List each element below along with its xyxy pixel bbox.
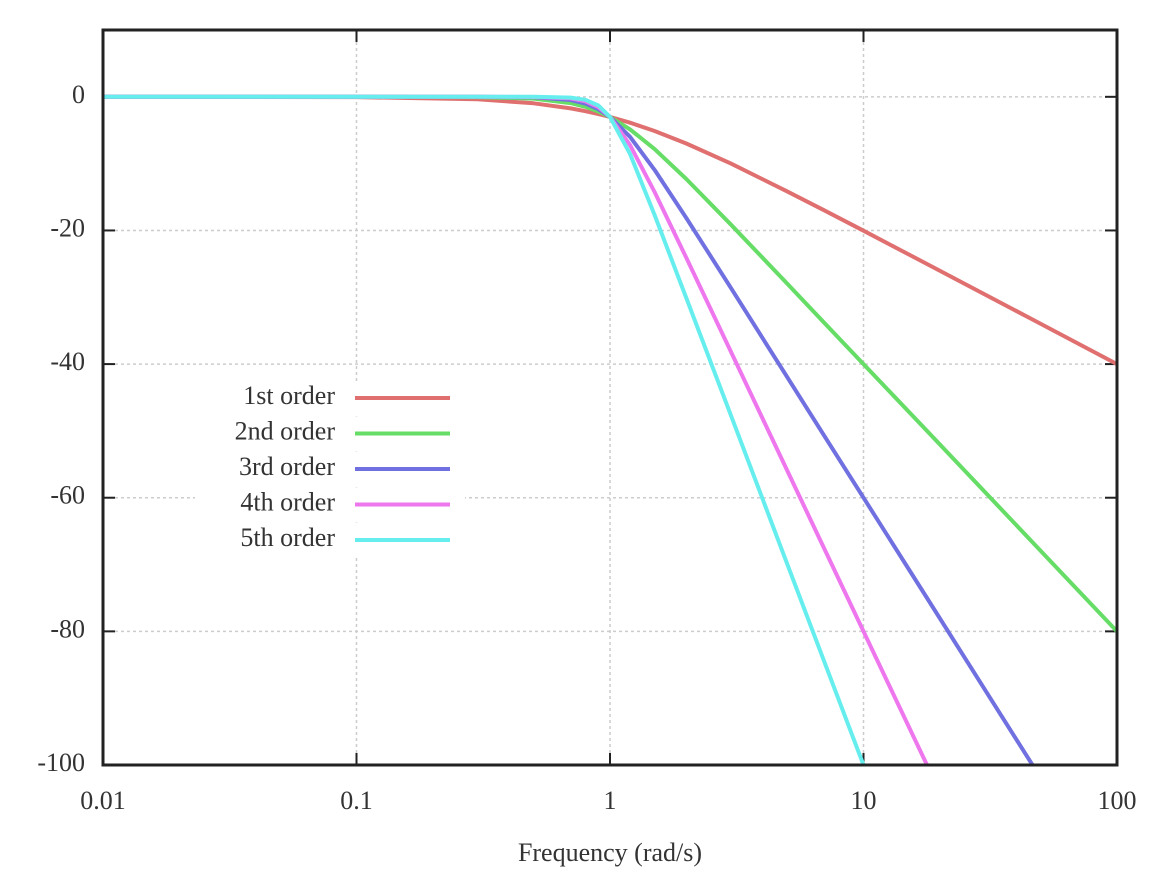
plot-frame: [101, 28, 1119, 767]
plot-lines: [103, 94, 1117, 765]
y-tick-label: -20: [50, 213, 85, 242]
x-tick-label: 1: [604, 786, 617, 815]
legend-label: 2nd order: [235, 416, 336, 445]
legend-label: 5th order: [240, 523, 335, 552]
series-line: [103, 94, 1117, 366]
y-tick-label: -80: [50, 614, 85, 643]
y-tick-label: 0: [72, 80, 85, 109]
y-tick-label: -40: [50, 347, 85, 376]
y-tick-label: -100: [37, 748, 85, 777]
y-tick-label: -60: [50, 481, 85, 510]
x-tick-label: 0.01: [80, 786, 126, 815]
legend-label: 4th order: [240, 487, 335, 516]
x-tick-label: 10: [851, 786, 877, 815]
x-tick-label: 100: [1098, 786, 1137, 815]
x-tick-label: 0.1: [340, 786, 373, 815]
x-axis-label: Frequency (rad/s): [518, 838, 702, 867]
series-line: [103, 94, 866, 765]
legend-label: 3rd order: [239, 452, 335, 481]
legend-label: 1st order: [243, 381, 335, 410]
